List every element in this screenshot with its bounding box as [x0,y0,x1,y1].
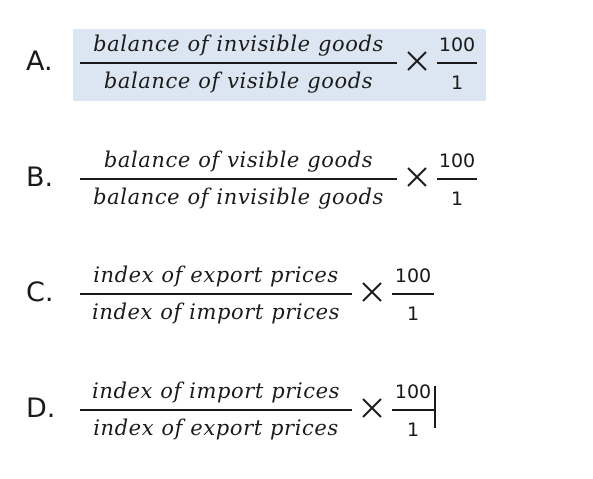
fraction-denominator: balance of visible goods [103,69,374,93]
multiplier-fraction: 100 1 [437,143,477,213]
option-letter: A. [26,46,53,77]
fraction-bar [80,293,352,295]
fraction-numerator: balance of invisible goods [93,32,384,56]
multiplier-numerator: 100 [394,265,432,287]
multiply-icon [405,165,429,189]
selection-highlight [73,29,486,101]
option-letter: C. [26,277,54,308]
option-letter: D. [26,393,56,424]
option-a[interactable]: A. balance of invisible goods balance of… [0,27,593,101]
fraction-bar [80,62,397,64]
fraction-bar [80,178,397,180]
multiplier-denominator: 1 [406,303,420,325]
fraction-bar [80,409,352,411]
fraction-numerator: index of export prices [93,263,339,287]
option-d[interactable]: D. index of import prices index of expor… [0,374,593,444]
multiplier-denominator: 1 [406,419,420,441]
option-letter: B. [26,162,54,193]
multiply-icon [405,49,429,73]
ratio-fraction: index of export prices index of import p… [80,258,352,328]
multiplier-denominator: 1 [450,188,464,210]
option-b[interactable]: B. balance of visible goods balance of i… [0,143,593,213]
multiplier-fraction: 100 1 [437,27,477,97]
ratio-fraction: balance of visible goods balance of invi… [80,143,397,213]
multiply-icon [360,280,384,304]
multiply-icon [360,396,384,420]
multiplier-denominator: 1 [450,72,464,94]
multiplier-numerator: 100 [438,150,476,172]
multiplier-numerator: 100 [438,34,476,56]
fraction-bar [437,62,477,64]
fraction-denominator: balance of invisible goods [93,185,384,209]
multiplier-numerator: 100 [394,381,432,403]
fraction-denominator: index of import prices [92,300,340,324]
fraction-denominator: index of export prices [93,416,339,440]
option-c[interactable]: C. index of export prices index of impor… [0,258,593,328]
multiplier-fraction: 100 1 [392,258,434,328]
ratio-fraction: balance of invisible goods balance of vi… [80,27,397,97]
ratio-fraction: index of import prices index of export p… [80,374,352,444]
text-cursor [434,386,436,428]
fraction-bar [437,178,477,180]
fraction-numerator: balance of visible goods [103,148,374,172]
fraction-numerator: index of import prices [92,379,340,403]
multiplier-fraction: 100 1 [392,374,434,444]
fraction-bar [392,293,434,295]
fraction-bar [392,409,434,411]
